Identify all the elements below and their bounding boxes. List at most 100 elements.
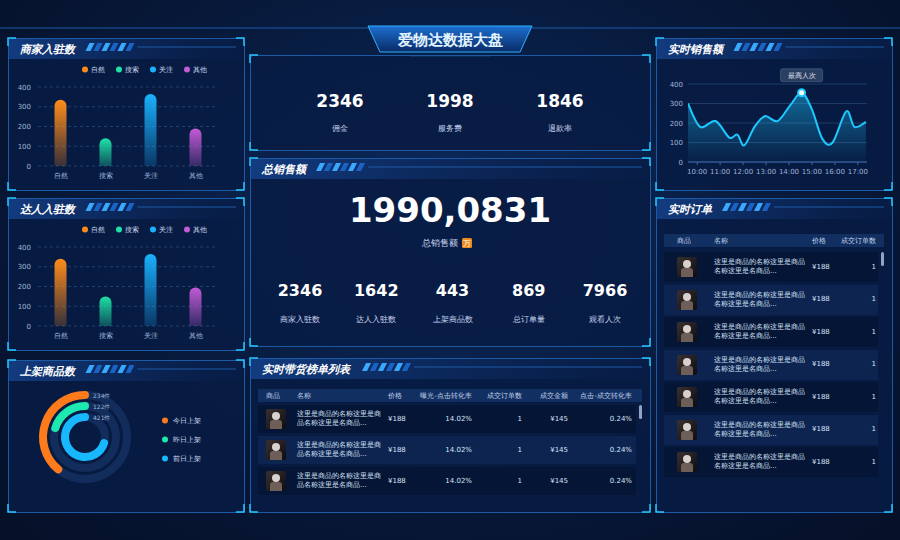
x-tick-label: 16:00 (825, 168, 845, 176)
legend-dot (116, 67, 122, 73)
grid-line (38, 87, 218, 88)
y-tick-label: 400 (18, 84, 31, 92)
title-stripe (110, 203, 119, 211)
tick-mark (834, 162, 835, 165)
table-header: 成交订单数 (482, 392, 522, 401)
table-cell: 1 (836, 425, 876, 434)
title-rule (786, 47, 885, 48)
thumb-figure (272, 412, 280, 420)
table-header: 曝光-点击转化率 (418, 392, 472, 401)
product-thumb (266, 471, 286, 491)
table-cell: 1 (482, 446, 522, 455)
thumb-figure (683, 358, 691, 366)
bar (190, 128, 202, 166)
title-stripe (378, 363, 387, 371)
table-header: 名称 (714, 237, 806, 246)
title-stripe (754, 203, 763, 211)
title-stripe (118, 43, 127, 51)
unit-badge (462, 238, 472, 248)
table-cell: 1 (482, 415, 522, 424)
title-rule (414, 367, 642, 368)
table-cell-name: 这里是商品的名称这里是商品名称这里是名商品... (714, 258, 806, 276)
table-cell: ¥188 (388, 415, 418, 424)
annotation: 最高人次 (788, 72, 816, 80)
title-stripe (126, 203, 135, 211)
title-stripe (394, 363, 403, 371)
tick-mark (697, 162, 698, 165)
table-cell: ¥145 (530, 415, 568, 424)
table-cell: ¥145 (530, 477, 568, 486)
title-stripe (94, 365, 103, 373)
table-cell-name: 这里是商品的名称这里是商品名称这里是名商品... (714, 388, 806, 406)
panel-frame (9, 39, 245, 191)
table-cell: 1 (836, 295, 876, 304)
y-tick-label: 0 (27, 163, 31, 171)
y-tick-label: 300 (18, 103, 31, 111)
product-thumb (677, 290, 697, 310)
title-stripe (118, 203, 127, 211)
stat-value: 869 (512, 281, 545, 300)
legend-dot (116, 227, 122, 233)
panel-corner (250, 358, 650, 512)
line-group (688, 89, 866, 162)
title-rule (138, 207, 237, 208)
legend-label: 其他 (193, 66, 207, 74)
grid-line (38, 247, 218, 248)
panel-corner (250, 158, 650, 346)
grid-line (688, 103, 867, 104)
title-rule (138, 369, 237, 370)
title-stripe (102, 43, 111, 51)
legend-label: 前日上架 (173, 455, 201, 463)
tick-mark (857, 162, 858, 165)
panel-title: 实时订单 (668, 203, 713, 216)
thumb-figure (681, 398, 693, 407)
bar (100, 138, 112, 166)
x-tick-label: 搜索 (99, 332, 113, 340)
title-stripe (734, 43, 743, 51)
header-shape (368, 26, 532, 52)
title-rule (138, 47, 237, 48)
table-header: 名称 (297, 392, 385, 401)
legend-dot (82, 227, 88, 233)
x-tick-label: 其他 (189, 172, 203, 180)
scrollbar (881, 252, 884, 266)
total-amount: 1990,0831 (349, 190, 551, 230)
bars (55, 254, 202, 326)
panel-frame (251, 56, 651, 151)
title-band (657, 39, 891, 59)
thumb-figure (270, 482, 282, 491)
legend-dot (150, 227, 156, 233)
panel-frame (251, 359, 651, 513)
title-stripe (94, 203, 103, 211)
line (688, 93, 866, 146)
product-thumb (677, 355, 697, 375)
table-cell: 0.24% (574, 446, 632, 455)
title-stripe (356, 163, 365, 171)
legend-label: 搜索 (125, 226, 139, 234)
table-header: 点击-成交转化率 (574, 392, 632, 401)
title-stripe (738, 203, 747, 211)
thumb-figure (683, 293, 691, 301)
thumb-figure (681, 366, 693, 375)
title-stripe (94, 43, 103, 51)
title-stripe (86, 365, 95, 373)
x-tick-label: 自然 (54, 332, 68, 340)
thumb-figure (681, 301, 693, 310)
product-thumb (266, 440, 286, 460)
bar (55, 100, 67, 166)
title-stripe (746, 203, 755, 211)
stat-value: 1642 (354, 281, 399, 300)
table-header: 价格 (812, 237, 836, 246)
data-label: 122件 (93, 403, 110, 410)
product-thumb (677, 322, 697, 342)
x-tick-label: 10:00 (687, 168, 707, 176)
title-stripe (340, 163, 349, 171)
thumb-figure (681, 333, 693, 342)
scrollbar (639, 405, 642, 419)
title-band (9, 39, 243, 59)
thumb-figure (683, 423, 691, 431)
table-cell: ¥188 (812, 328, 836, 337)
tick-mark (811, 162, 812, 165)
legend-label: 其他 (193, 226, 207, 234)
title-band (9, 199, 243, 219)
